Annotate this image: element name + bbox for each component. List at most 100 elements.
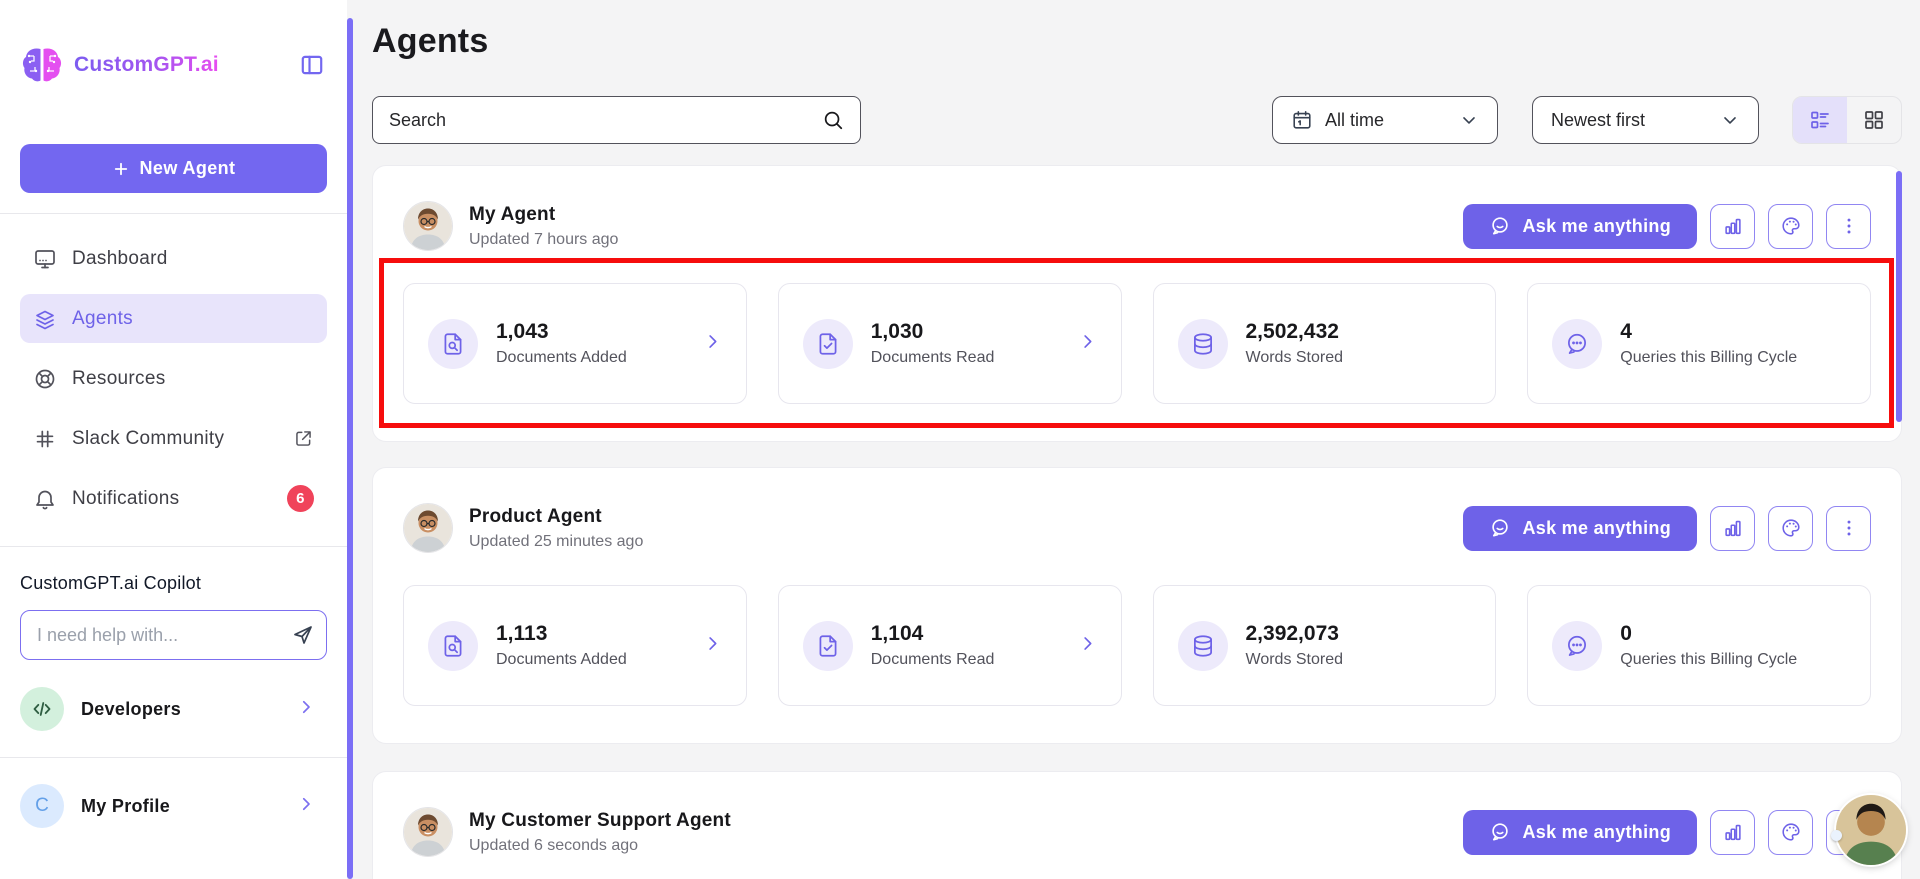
plus-icon [112, 160, 130, 178]
stat-value: 1,104 [870, 622, 924, 645]
sort-value: Newest first [1551, 109, 1646, 130]
sidebar-divider [0, 546, 347, 547]
stat-card-words-stored: 2,502,432 Words Stored [1152, 283, 1497, 404]
more-options-button[interactable] [1826, 505, 1871, 551]
agent-avatar [403, 201, 453, 251]
time-filter-value: All time [1325, 109, 1385, 130]
sidebar-collapse-button[interactable] [297, 50, 327, 80]
kebab-menu-icon [1838, 215, 1860, 237]
new-agent-button[interactable]: New Agent [20, 144, 327, 193]
send-button[interactable] [291, 623, 315, 647]
stat-label: Documents Added [496, 349, 627, 366]
nav-label: Slack Community [72, 427, 225, 449]
sidebar-accent-bar[interactable] [347, 18, 353, 879]
customize-button[interactable] [1768, 203, 1813, 249]
ask-me-anything-button[interactable]: Ask me anything [1463, 809, 1697, 855]
stat-card-documents-read[interactable]: 1,104 Documents Read [777, 585, 1122, 706]
stat-label: Words Stored [1245, 651, 1344, 668]
search-icon [822, 109, 844, 131]
customize-button[interactable] [1768, 809, 1813, 855]
brand: CustomGPT.ai [20, 46, 327, 84]
support-chat-widget-avatar[interactable] [1836, 795, 1906, 865]
notifications-badge: 6 [287, 485, 314, 512]
bar-chart-icon [1722, 517, 1744, 539]
stat-label: Documents Read [870, 651, 995, 668]
sidebar-item-resources[interactable]: Resources [20, 354, 327, 403]
agent-card-header: My Customer Support Agent Updated 6 seco… [403, 802, 1871, 862]
scrollbar-thumb[interactable] [1896, 171, 1902, 422]
more-options-button[interactable] [1826, 203, 1871, 249]
agent-name: My Agent [469, 203, 556, 225]
agent-stats-row: 1,043 Documents Added 1,030 Documents Re… [379, 258, 1894, 428]
database-icon [1177, 318, 1228, 369]
stat-label: Queries this Billing Cycle [1620, 651, 1798, 668]
new-agent-label: New Agent [139, 158, 236, 178]
developers-row[interactable]: Developers [20, 687, 327, 731]
stat-card-documents-read[interactable]: 1,030 Documents Read [777, 283, 1122, 404]
document-check-icon [802, 318, 853, 369]
grid-view-button[interactable] [1847, 97, 1901, 143]
stat-value: 4 [1620, 320, 1632, 343]
calendar-icon [1291, 109, 1313, 131]
customize-button[interactable] [1768, 505, 1813, 551]
chevron-right-icon [703, 332, 722, 356]
sidebar-item-agents[interactable]: Agents [20, 294, 327, 343]
document-search-icon [428, 318, 478, 369]
sidebar-divider [0, 757, 347, 758]
list-view-button[interactable] [1793, 97, 1847, 143]
developers-label: Developers [81, 698, 182, 719]
agent-avatar [403, 807, 453, 857]
stat-card-documents-added[interactable]: 1,113 Documents Added [403, 585, 747, 706]
chat-bubble-icon [1489, 821, 1511, 843]
view-toggle [1792, 96, 1902, 144]
search-box [372, 96, 861, 144]
chat-dots-icon [1552, 620, 1603, 671]
search-input[interactable] [389, 109, 822, 131]
agent-card-header: Product Agent Updated 25 minutes ago Ask… [403, 498, 1871, 558]
copilot-input[interactable] [20, 610, 327, 660]
ask-me-anything-button[interactable]: Ask me anything [1463, 203, 1697, 249]
chevron-right-icon [1078, 634, 1097, 658]
ask-me-anything-label: Ask me anything [1522, 821, 1671, 842]
sidebar: CustomGPT.ai New Agent Dashboard Agents … [0, 0, 347, 879]
external-link-icon [293, 428, 314, 449]
nav-label: Agents [72, 307, 133, 329]
agent-name: My Customer Support Agent [469, 809, 731, 831]
grid-view-icon [1862, 108, 1886, 132]
chat-widget-status-dot [1831, 830, 1842, 841]
my-profile-label: My Profile [81, 795, 171, 816]
stat-label: Documents Added [496, 651, 627, 668]
stat-label: Words Stored [1245, 349, 1344, 366]
stat-value: 2,502,432 [1245, 320, 1339, 343]
chat-bubble-icon [1489, 215, 1511, 237]
stat-card-documents-added[interactable]: 1,043 Documents Added [403, 283, 747, 404]
copilot-title: CustomGPT.ai Copilot [20, 573, 202, 593]
ask-me-anything-button[interactable]: Ask me anything [1463, 505, 1697, 551]
sidebar-item-slack-community[interactable]: Slack Community [20, 414, 327, 463]
page-title: Agents [372, 22, 489, 60]
time-filter-dropdown[interactable]: All time [1272, 96, 1498, 144]
brand-name: CustomGPT.ai [74, 53, 219, 76]
profile-avatar: C [20, 784, 64, 828]
sidebar-item-dashboard[interactable]: Dashboard [20, 234, 327, 283]
sidebar-nav: Dashboard Agents Resources Slack Communi… [20, 234, 327, 523]
agent-avatar [403, 503, 453, 553]
agent-updated: Updated 6 seconds ago [469, 836, 639, 854]
my-profile-row[interactable]: C My Profile [20, 784, 327, 828]
analytics-button[interactable] [1710, 809, 1755, 855]
brand-brain-icon [22, 48, 62, 82]
agent-card: My Agent Updated 7 hours ago Ask me anyt… [372, 165, 1902, 442]
kebab-menu-icon [1838, 517, 1860, 539]
copilot-box [20, 610, 327, 660]
controls-row: All time Newest first [372, 96, 1902, 144]
sidebar-item-notifications[interactable]: Notifications 6 [20, 474, 327, 523]
ask-me-anything-label: Ask me anything [1522, 215, 1671, 236]
chevron-right-icon [703, 634, 722, 658]
list-view-icon [1808, 108, 1832, 132]
analytics-button[interactable] [1710, 203, 1755, 249]
stat-card-queries: 0 Queries this Billing Cycle [1527, 585, 1871, 706]
analytics-button[interactable] [1710, 505, 1755, 551]
stat-card-words-stored: 2,392,073 Words Stored [1152, 585, 1497, 706]
sort-dropdown[interactable]: Newest first [1532, 96, 1759, 144]
agent-card: My Customer Support Agent Updated 6 seco… [372, 771, 1902, 879]
